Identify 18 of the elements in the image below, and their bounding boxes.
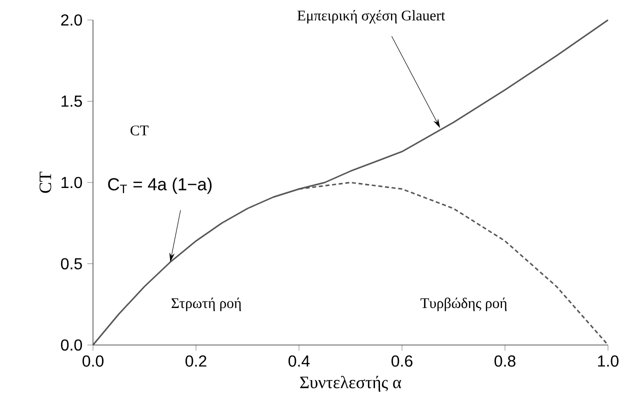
x-tick-label: 1.0 (598, 355, 618, 367)
x-tick-label: 0.8 (494, 355, 516, 367)
y-tick-label: 1.5 (62, 96, 82, 107)
x-tick-label: 0.6 (392, 355, 412, 367)
annotation: C$_{T}$ = 4a (1−a) (108, 178, 212, 194)
y-tick-label: 0.0 (60, 339, 82, 351)
annotation: Στρωτή ροή (172, 298, 241, 312)
x-axis-title: Συντελεστής α (300, 376, 402, 392)
y-tick-label: 0.5 (60, 258, 82, 270)
annotation: Εμπειρική σχέση Glauert (297, 10, 446, 24)
annotation: CT (130, 126, 148, 136)
y-tick-label: 2.0 (61, 14, 82, 26)
x-tick-label: 0.2 (186, 355, 206, 367)
x-tick-label: 0.0 (82, 355, 104, 367)
x-tick-label: 0.4 (288, 355, 310, 367)
annotation: Τυρβώδης ροή (420, 298, 507, 312)
y-tick-label: 1.0 (62, 176, 82, 188)
y-axis-title: CT (40, 172, 52, 193)
